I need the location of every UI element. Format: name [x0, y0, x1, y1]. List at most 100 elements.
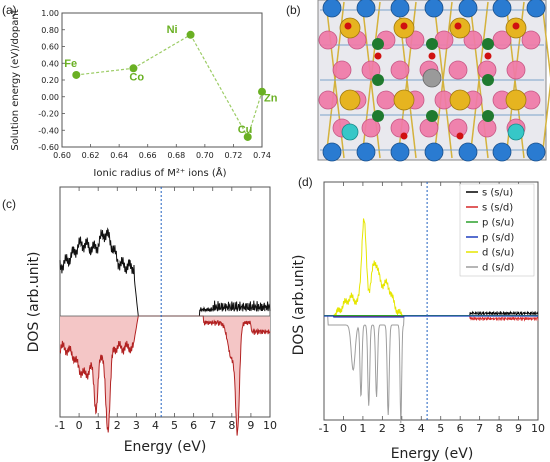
chart-d-legend-label: s (s/u): [482, 188, 513, 199]
chart-a-point-label: Co: [129, 71, 144, 83]
chart-c-xtick-label: 6: [190, 419, 197, 432]
chart-a-ytick-label: -0.40: [38, 126, 59, 135]
chart-a-xtick-label: 0.62: [82, 151, 100, 160]
chart-a-point: [129, 64, 138, 73]
chart-d-xtick-label: 10: [531, 422, 545, 435]
crystal-atom-gold: [505, 89, 527, 111]
crystal-atom-red: [454, 22, 462, 30]
chart-d-legend-label: s (s/d): [482, 203, 513, 214]
chart-a-ytick-label: 0.60: [41, 43, 59, 52]
crystal-atom-blue: [356, 142, 376, 162]
crystal-atom-green: [426, 110, 438, 122]
chart-d-legend-label: d (s/d): [482, 263, 514, 274]
chart-c-xtick-label: 3: [133, 419, 140, 432]
crystal-bond: [541, 1, 550, 78]
chart-a-point: [258, 87, 266, 96]
crystal-atom-blue: [526, 0, 546, 18]
chart-d-legend-box: [459, 183, 535, 277]
crystal-atom-blue: [458, 142, 478, 162]
chart-c-ylabel: DOS (arb.unit): [26, 252, 42, 353]
chart-c-xtick-label: 7: [209, 419, 216, 432]
chart-c-dos-spin-up: [59, 227, 271, 317]
crystal-atom-red: [400, 22, 408, 30]
crystal-atom-green: [426, 38, 438, 50]
crystal-atom-blue: [390, 0, 410, 18]
chart-d-xtick-label: 4: [418, 422, 425, 435]
crystal-atom-pink: [318, 90, 338, 110]
crystal-atom-blue: [390, 142, 410, 162]
chart-a-xtick-label: 0.64: [110, 151, 128, 160]
crystal-atom-teal: [341, 123, 359, 141]
crystal-atom-red: [428, 52, 436, 60]
chart-c-xtick-label: 8: [228, 419, 235, 432]
chart-d-d-spin-down: [324, 315, 538, 424]
chart-a-ytick-label: 0.80: [41, 26, 59, 35]
crystal-atom-gold: [339, 89, 361, 111]
chart-d-ylabel: DOS (arb.unit): [291, 255, 307, 356]
chart-a-xtick-label: 0.72: [225, 151, 243, 160]
chart-c-xtick-label: 10: [263, 419, 277, 432]
chart-c-xtick-label: 5: [171, 419, 178, 432]
panel-label-d: (d): [298, 175, 313, 189]
crystal-atom-green: [482, 110, 494, 122]
crystal-atom-blue: [424, 0, 444, 18]
chart-a-point-label: Cu: [238, 124, 253, 136]
crystal-atom-pink: [390, 118, 410, 138]
chart-d-xlabel: Energy (eV): [391, 446, 474, 462]
chart-a-xtick-label: 0.66: [139, 151, 157, 160]
crystal-atom-green: [372, 74, 384, 86]
crystal-atom-pink: [506, 60, 526, 80]
chart-c-xtick-label: 1: [95, 419, 102, 432]
chart-d-xtick-label: 7: [476, 422, 483, 435]
crystal-atom-pink: [332, 60, 352, 80]
crystal-atom-red: [456, 132, 464, 140]
crystal-atom-gold: [449, 89, 471, 111]
chart-c: -1 0 1 2 3 4 5 6 7 8 9 10 Energy (eV) DOS (arb.unit…: [26, 186, 277, 455]
chart-a-point-label: Ni: [167, 24, 178, 36]
chart-c-xlabel: Energy (eV): [124, 439, 207, 455]
crystal-atom-green: [482, 74, 494, 86]
chart-a-xtick-label: 0.60: [53, 151, 71, 160]
crystal-bond: [541, 82, 550, 159]
crystal-atom-pink: [361, 60, 381, 80]
chart-a-connector: [190, 34, 249, 138]
chart-d-xtick-label: -1: [319, 422, 330, 435]
crystal-atom-green: [372, 110, 384, 122]
crystal-atom-blue: [322, 0, 342, 18]
crystal-atom-red: [374, 52, 382, 60]
chart-c-xtick-label: -1: [55, 419, 66, 432]
crystal-atom-red: [344, 22, 352, 30]
crystal-atom-pink: [463, 30, 483, 50]
crystal-atom-pink: [521, 30, 541, 50]
chart-a-point-label: Fe: [64, 58, 77, 70]
crystal-atom-blue: [458, 0, 478, 18]
chart-d-legend-label: p (s/d): [482, 233, 514, 244]
chart-d-p-spin-down: [324, 315, 538, 318]
crystal-atom-dopant: [422, 68, 442, 88]
crystal-atom-pink: [419, 118, 439, 138]
chart-a: 0.60 0.62 0.64 0.66 0.68 0.70 0.72 0.74 -0.60 -0.…: [10, 9, 278, 179]
panel-label-a: (a): [2, 3, 17, 17]
chart-a-connector: [76, 67, 134, 76]
chart-c-dos-down-fill: [60, 316, 270, 436]
chart-d-xtick-label: 8: [496, 422, 503, 435]
chart-c-xtick-label: 9: [247, 419, 254, 432]
chart-c-xtick-label: 4: [152, 419, 159, 432]
chart-a-connector: [247, 91, 263, 138]
chart-d-xtick-label: 2: [379, 422, 386, 435]
crystal-atom-gold: [393, 89, 415, 111]
chart-d-xtick-label: 6: [457, 422, 464, 435]
chart-a-point: [186, 30, 195, 39]
crystal-atom-red: [400, 132, 408, 140]
chart-a-ytick-label: -0.20: [38, 110, 59, 119]
crystal-atom-teal: [507, 123, 525, 141]
chart-a-ytick-label: 0.00: [41, 93, 59, 102]
crystal-atom-pink: [376, 90, 396, 110]
chart-d-frame: [323, 181, 539, 421]
chart-a-point: [72, 70, 81, 79]
chart-d-xtick-label: 9: [515, 422, 522, 435]
chart-d: -1 0 1 2 3 4 5 6 7 8 9 10 s (s/u) s (s/d) p (s/u) p (s…: [291, 181, 545, 462]
chart-a-ytick-label: 1.00: [41, 9, 59, 18]
crystal-atom-blue: [492, 142, 512, 162]
